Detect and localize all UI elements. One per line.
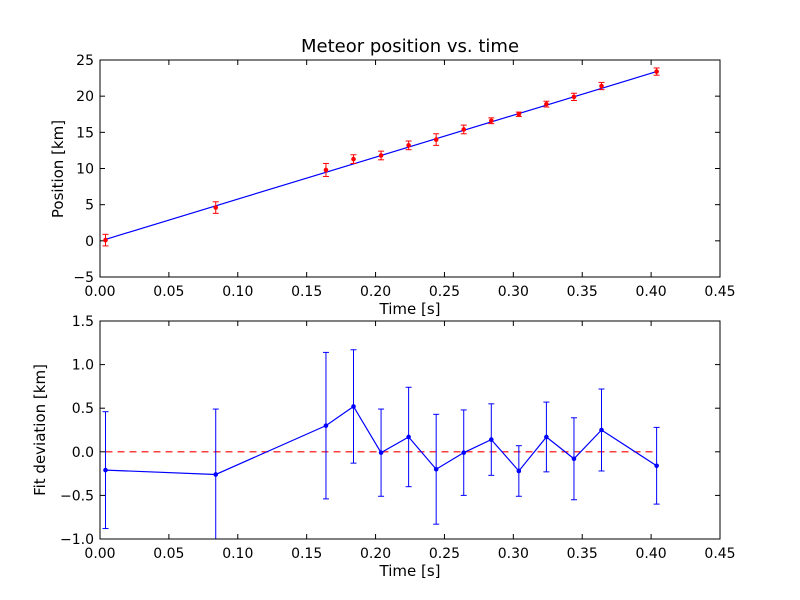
data-point (654, 463, 659, 469)
data-point (571, 456, 577, 462)
axis-ticks: 0.00 0.05 0.10 0.15 0.20 0.25 0.30 0.35 0.40 0.45… (60, 314, 736, 562)
y-tick-label: 1.5 (72, 314, 94, 330)
x-tick-label: 0.40 (636, 546, 667, 562)
plot-marks (102, 349, 660, 540)
data-point (213, 205, 219, 210)
x-axis-label: Time [s] (379, 562, 441, 580)
x-tick-label: 0.05 (153, 546, 184, 562)
data-point (571, 94, 577, 100)
x-tick-label: 0.15 (291, 546, 322, 562)
data-point (433, 137, 439, 142)
x-tick-label: 0.45 (704, 284, 735, 300)
axis-ticks: 0.00 0.05 0.10 0.15 0.20 0.25 0.30 0.35 0.40 0.45… (73, 53, 735, 300)
data-point (351, 156, 356, 162)
y-tick-label: 0.0 (72, 445, 94, 461)
data-point (544, 101, 549, 107)
position-plot: Meteor position vs. time Time [s] Positi… (49, 36, 736, 318)
x-tick-label: 0.00 (84, 546, 115, 562)
y-tick-label: 20 (76, 89, 94, 105)
y-tick-label: −0.5 (60, 488, 94, 504)
data-point (406, 434, 411, 440)
data-point (351, 404, 356, 409)
data-point (103, 237, 108, 243)
x-tick-label: 0.10 (222, 284, 253, 300)
x-tick-label: 0.25 (429, 284, 460, 300)
chart-title: Meteor position vs. time (301, 36, 519, 57)
deviation-plot: Time [s] Fit deviation [km] 0.00 0.05 0.10… (31, 314, 736, 580)
data-point (599, 427, 604, 433)
data-point (378, 450, 384, 455)
data-point (516, 111, 522, 117)
data-point (654, 69, 659, 74)
y-tick-label: 10 (76, 162, 94, 178)
data-point (103, 467, 108, 473)
y-tick-label: 25 (76, 53, 94, 69)
y-tick-label: −1.0 (60, 532, 94, 548)
y-axis-label: Position [km] (49, 120, 67, 218)
x-tick-label: 0.35 (567, 546, 598, 562)
data-point (599, 83, 604, 89)
data-point (323, 423, 329, 428)
y-tick-label: 0 (85, 234, 94, 250)
data-point (323, 167, 329, 173)
data-point (406, 143, 411, 148)
data-point (378, 153, 384, 158)
data-point (461, 127, 467, 132)
x-tick-label: 0.10 (222, 546, 253, 562)
axes-frame (99, 320, 721, 540)
y-tick-label: 5 (85, 198, 94, 214)
y-axis-label: Fit deviation [km] (31, 364, 49, 496)
x-tick-label: 0.05 (153, 284, 184, 300)
x-axis-label: Time [s] (379, 300, 441, 318)
y-tick-label: 1.0 (72, 358, 94, 374)
x-tick-label: 0.30 (498, 546, 529, 562)
x-tick-label: 0.40 (636, 284, 667, 300)
x-tick-label: 0.45 (704, 546, 735, 562)
x-tick-label: 0.20 (360, 546, 391, 562)
data-point (461, 450, 467, 455)
y-tick-label: −5 (73, 270, 94, 286)
x-tick-label: 0.20 (360, 284, 391, 300)
data-point (433, 466, 439, 472)
x-tick-label: 0.00 (84, 284, 115, 300)
data-point (213, 472, 219, 477)
data-point (544, 434, 549, 440)
x-tick-label: 0.30 (498, 284, 529, 300)
plot-marks (102, 67, 660, 247)
series-line (105, 405, 657, 476)
x-tick-label: 0.35 (567, 284, 598, 300)
data-point (488, 118, 494, 124)
y-tick-label: 0.5 (72, 401, 94, 417)
data-point (488, 437, 494, 442)
y-tick-label: 15 (76, 125, 94, 141)
x-tick-label: 0.15 (291, 284, 322, 300)
x-tick-label: 0.25 (429, 546, 460, 562)
data-point (516, 468, 522, 474)
axes-frame (99, 59, 721, 278)
